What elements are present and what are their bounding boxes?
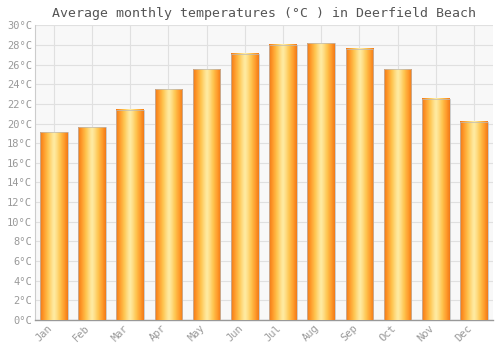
Bar	[384, 70, 411, 320]
Bar	[78, 127, 106, 320]
Bar	[346, 49, 373, 320]
Bar	[231, 54, 258, 320]
Bar	[193, 70, 220, 320]
Bar	[269, 45, 296, 320]
Title: Average monthly temperatures (°C ) in Deerfield Beach: Average monthly temperatures (°C ) in De…	[52, 7, 476, 20]
Bar	[40, 132, 68, 320]
Bar	[116, 110, 144, 320]
Bar	[308, 43, 335, 320]
Bar	[460, 121, 487, 320]
Bar	[422, 99, 450, 320]
Bar	[154, 89, 182, 320]
